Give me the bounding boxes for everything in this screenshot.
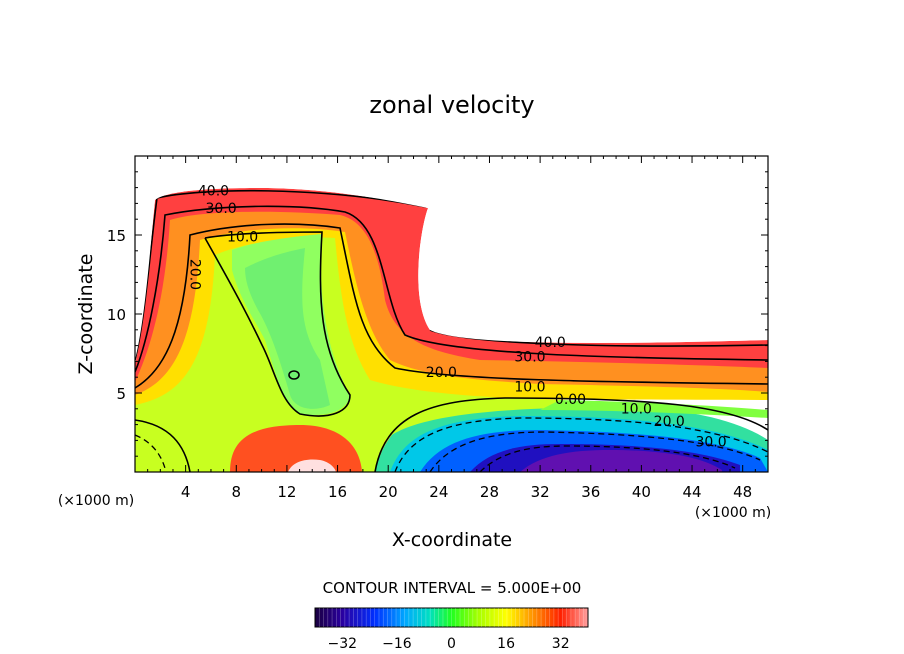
x-tick-label: 28 (480, 483, 499, 501)
contour-label: 30.0 (514, 349, 545, 365)
contour-label: 40.0 (535, 335, 566, 351)
contour-label: 30.0 (206, 201, 237, 217)
contour-label: 20.0 (187, 259, 203, 290)
contour-line-neg20 (429, 431, 761, 472)
contour-small-loop (288, 370, 300, 380)
y-tick-label: 10 (107, 306, 126, 324)
x-unit-label: (×1000 m) (695, 505, 771, 521)
bottom-pink-blob (288, 459, 336, 472)
contour-label: 0.00 (555, 392, 586, 408)
x-tick-label: 44 (682, 483, 701, 501)
contour-label: 30.0 (695, 435, 726, 451)
colorbar-tick-label: 0 (447, 636, 456, 652)
x-tick-label: 4 (181, 483, 191, 501)
colorbar-gradient (314, 607, 589, 628)
x-tick-label: 24 (429, 483, 448, 501)
x-tick-label: 8 (232, 483, 242, 501)
contour-label: 20.0 (654, 414, 685, 430)
x-tick-label: 32 (531, 483, 550, 501)
contour-label: 10.0 (227, 229, 258, 245)
x-tick-label: 20 (379, 483, 398, 501)
colorbar (314, 607, 589, 628)
y-tick-label: 15 (107, 227, 126, 245)
x-tick-label: 40 (632, 483, 651, 501)
colorbar-tick-label: 32 (552, 636, 570, 652)
contour-line-0-left (135, 419, 191, 472)
colorbar-tick-label: −16 (382, 636, 412, 652)
upper-white-right (135, 156, 768, 343)
contour-label: 10.0 (514, 379, 545, 395)
contour-label: 40.0 (198, 184, 229, 200)
negative-region-extreme (520, 450, 722, 472)
x-tick-label: 48 (733, 483, 752, 501)
contour-label: 10.0 (621, 402, 652, 418)
colorbar-stripes (318, 608, 585, 627)
colorbar-tick-label: −32 (328, 636, 358, 652)
right-band-green (540, 400, 768, 418)
contour-interval-label: CONTOUR INTERVAL = 5.000E+00 (323, 579, 582, 597)
bottom-red-blob (230, 425, 362, 472)
contour-line-neg10 (394, 417, 768, 472)
yellowgreen-band (135, 237, 560, 472)
colorbar-tick-label: 16 (497, 636, 515, 652)
contour-label: 20.0 (426, 365, 457, 381)
x-axis-ticks: 4 8 12 16 20 24 28 32 36 40 44 48 (147, 156, 756, 501)
contour-field (135, 156, 768, 472)
y-tick-label: 5 (116, 385, 126, 403)
contour-line-neg30 (479, 445, 736, 472)
x-tick-label: 16 (328, 483, 347, 501)
contour-line-20 (135, 223, 768, 389)
y-axis-label: Z-coordinate (75, 254, 97, 375)
x-tick-label: 36 (581, 483, 600, 501)
x-axis-label: X-coordinate (392, 529, 512, 551)
contour-line-neg-left (135, 434, 167, 472)
green-core (245, 248, 330, 409)
colorbar-ticks: −32 −16 0 16 32 (328, 636, 570, 652)
x-tick-label: 12 (277, 483, 296, 501)
contour-line-zero (374, 397, 768, 472)
z-unit-label: (×1000 m) (58, 493, 134, 509)
contour-labels: 40.030.010.020.040.030.020.010.00.0010.0… (187, 184, 727, 451)
contour-line-30 (135, 205, 768, 373)
chart-title: zonal velocity (369, 91, 534, 119)
y-axis-ticks: 5 10 15 (107, 171, 768, 457)
contour-line-10 (204, 231, 351, 417)
